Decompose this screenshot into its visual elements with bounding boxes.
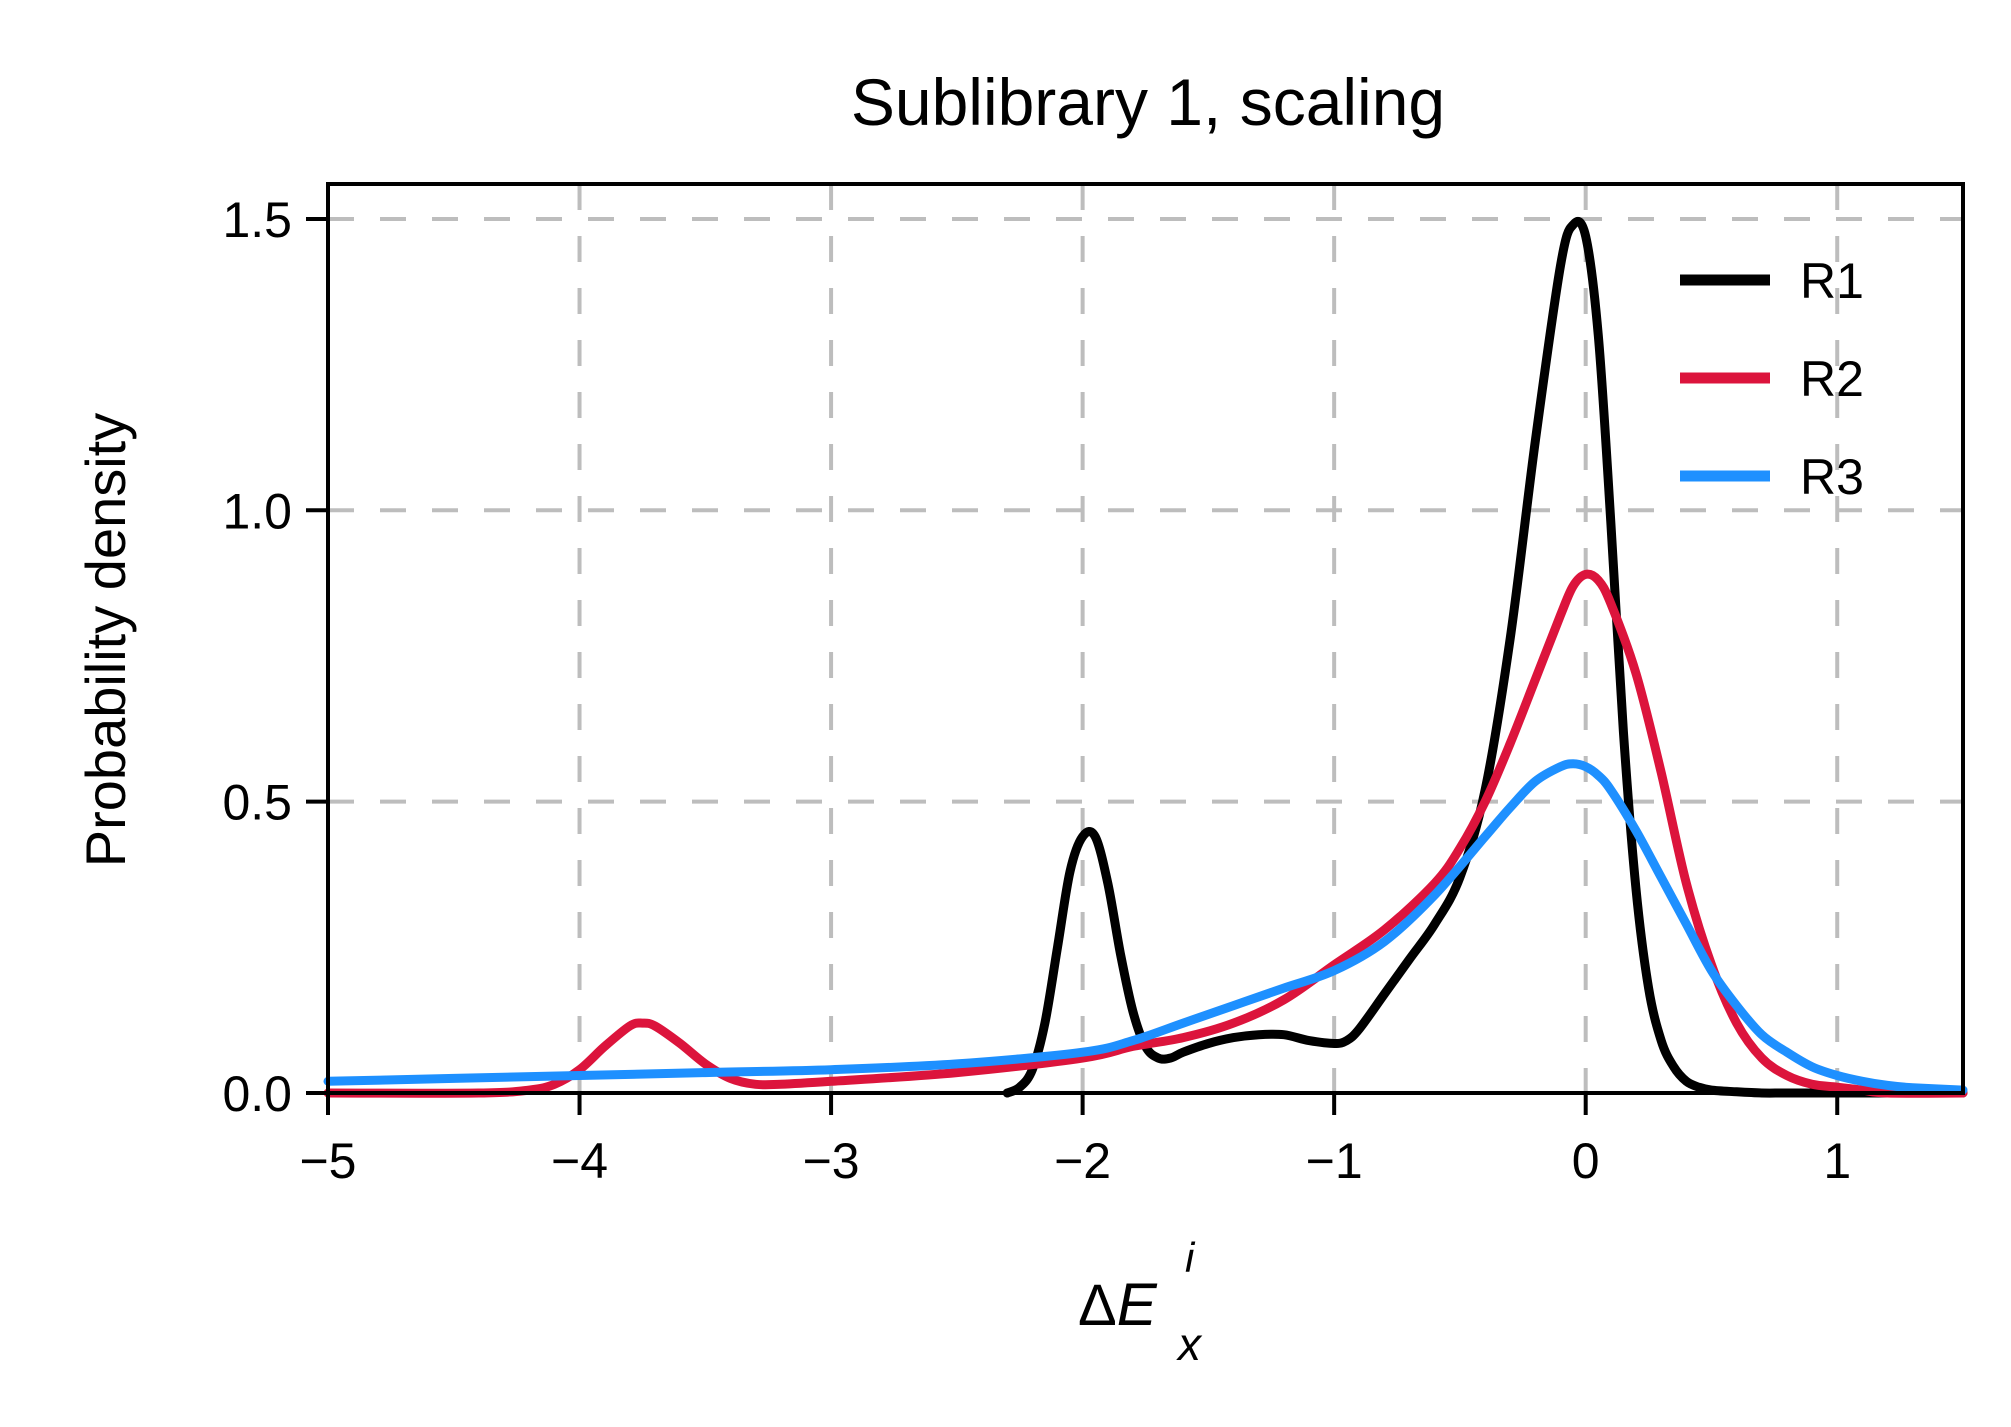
y-axis-label: Probability density <box>74 413 137 867</box>
x-tick-label: 0 <box>1572 1133 1600 1189</box>
x-tick-label: −3 <box>803 1133 860 1189</box>
legend: R1 R2 R3 <box>1680 253 1864 505</box>
x-axis-label: ΔEi x <box>1078 1234 1203 1370</box>
series-line-r2 <box>323 569 1968 1098</box>
y-tick-label: 0.5 <box>222 775 292 831</box>
x-axis-label-delta: Δ <box>1078 1273 1117 1338</box>
x-tick-label: −1 <box>1306 1133 1363 1189</box>
series-layer <box>323 217 1968 1098</box>
x-tick-label: −5 <box>299 1133 356 1189</box>
plot-frame <box>326 182 1965 1095</box>
x-tick-label: 1 <box>1823 1133 1851 1189</box>
grid-layer <box>326 184 1963 1095</box>
chart-title: Sublibrary 1, scaling <box>851 65 1445 139</box>
y-tick-label: 0.0 <box>222 1066 292 1122</box>
y-tick-label: 1.0 <box>222 483 292 539</box>
series-line-r3 <box>323 759 1968 1095</box>
series-line-r1 <box>1002 217 1968 1098</box>
x-axis-label-superscript: i <box>1185 1234 1196 1281</box>
x-tick-label: −2 <box>1054 1133 1111 1189</box>
y-tick-label: 1.5 <box>222 192 292 248</box>
legend-label-r3: R3 <box>1800 449 1864 505</box>
x-tick-label: −4 <box>551 1133 608 1189</box>
x-axis-label-subscript: x <box>1176 1318 1203 1370</box>
x-axis-label-base: E <box>1117 1271 1158 1338</box>
tick-layer: −5 −4 −3 −2 −1 0 1 0.0 0.5 1.0 1.5 <box>222 192 1851 1189</box>
legend-label-r2: R2 <box>1800 351 1864 407</box>
legend-label-r1: R1 <box>1800 253 1864 309</box>
